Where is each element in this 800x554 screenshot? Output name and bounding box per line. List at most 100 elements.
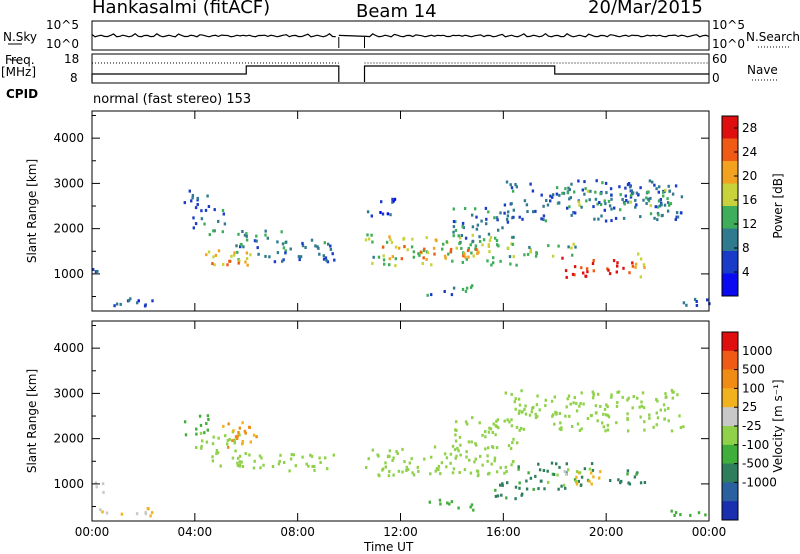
velocity-cell <box>405 469 408 472</box>
velocity-cell <box>493 459 496 463</box>
power-cell <box>478 235 481 239</box>
velocity-cell <box>205 440 209 444</box>
power-cell <box>380 200 383 204</box>
power-cell <box>495 239 499 243</box>
power-region-18 <box>634 252 646 279</box>
power-cell <box>190 199 193 203</box>
power-cell <box>239 242 243 246</box>
power-cell <box>217 249 221 253</box>
power-cell <box>393 197 397 201</box>
power-cell <box>610 207 613 211</box>
velocity-cell <box>406 468 410 472</box>
power-cell <box>367 237 371 241</box>
power-ytick-label: 2000 <box>53 222 84 236</box>
velocity-cell <box>408 461 411 465</box>
velocity-cell <box>542 469 546 472</box>
velocity-cell <box>294 464 297 468</box>
velocity-cell <box>506 481 509 485</box>
velocity-cell <box>615 421 618 425</box>
power-cell <box>426 251 430 255</box>
power-region-19 <box>682 297 711 307</box>
velocity-cell <box>488 471 491 475</box>
power-cell <box>136 301 139 305</box>
power-cell <box>241 230 244 233</box>
velocity-cell <box>392 473 395 477</box>
velocity-cell <box>518 403 522 407</box>
velocity-region-1 <box>99 507 154 518</box>
power-cell <box>509 183 512 187</box>
velocity-cell <box>450 500 454 504</box>
power-cell <box>389 213 392 217</box>
velocity-cell <box>516 441 519 445</box>
velocity-cell <box>237 456 240 460</box>
power-cell <box>601 181 604 185</box>
velocity-cell <box>673 514 676 517</box>
power-cell <box>572 211 576 215</box>
velocity-cell <box>573 478 577 482</box>
power-cell <box>196 203 199 206</box>
power-region-17 <box>606 259 635 276</box>
power-cell <box>469 285 473 289</box>
velocity-cell <box>704 513 707 517</box>
velocity-xtick-label: 00:00 <box>75 525 110 539</box>
velocity-cell <box>609 479 612 482</box>
velocity-cell <box>616 390 619 394</box>
power-cell <box>470 251 473 255</box>
power-cell <box>693 297 697 301</box>
velocity-cell <box>311 464 314 468</box>
power-cell <box>425 236 428 240</box>
velocity-colorbar-segment <box>722 350 738 371</box>
velocity-ytick-label: 4000 <box>53 341 84 355</box>
velocity-cell <box>556 473 559 477</box>
velocity-cell <box>554 410 557 414</box>
power-cell <box>649 212 653 216</box>
velocity-cell <box>401 470 404 474</box>
velocity-cell <box>527 471 530 475</box>
power-cell <box>326 260 330 264</box>
power-cell <box>627 182 631 185</box>
velocity-cell <box>488 426 491 430</box>
velocity-cell <box>535 403 539 407</box>
power-cell <box>642 198 645 202</box>
velocity-cell <box>590 462 594 466</box>
power-cell <box>281 259 284 263</box>
velocity-cell <box>503 471 506 475</box>
power-cell <box>188 189 191 193</box>
power-cell <box>329 247 333 251</box>
power-cell <box>137 299 140 303</box>
velocity-cell <box>227 445 230 449</box>
nave-label: Nave <box>747 63 778 77</box>
power-cell <box>568 197 571 201</box>
power-cell <box>467 246 470 250</box>
velocity-cell <box>627 429 630 433</box>
power-cell <box>143 304 147 308</box>
power-cell <box>331 252 334 256</box>
power-ylabel: Slant Range [km] <box>25 159 39 263</box>
power-cell <box>568 205 571 209</box>
power-cell <box>657 205 660 209</box>
velocity-cell <box>648 416 651 420</box>
velocity-cell <box>195 432 198 436</box>
velocity-cell <box>486 454 489 458</box>
velocity-cell <box>583 467 587 471</box>
velocity-cell <box>594 404 598 408</box>
power-cell <box>450 293 454 297</box>
velocity-cell <box>580 483 583 487</box>
power-cell <box>266 236 269 240</box>
power-cell <box>648 179 652 183</box>
velocity-colorbar-segment <box>722 332 738 352</box>
velocity-cell <box>676 393 679 397</box>
velocity-cell <box>495 419 498 423</box>
power-cell <box>573 273 576 277</box>
velocity-cell <box>573 396 576 400</box>
nave-tick-high: 60 <box>712 52 728 66</box>
velocity-cell <box>452 467 456 471</box>
velocity-cell <box>558 427 562 431</box>
velocity-cell <box>216 451 220 455</box>
power-cell <box>583 180 586 184</box>
velocity-cell <box>99 508 102 512</box>
power-cell <box>613 206 616 210</box>
power-cell <box>619 208 622 212</box>
velocity-cell <box>514 485 518 489</box>
x-axis-label: Time UT <box>364 540 414 554</box>
